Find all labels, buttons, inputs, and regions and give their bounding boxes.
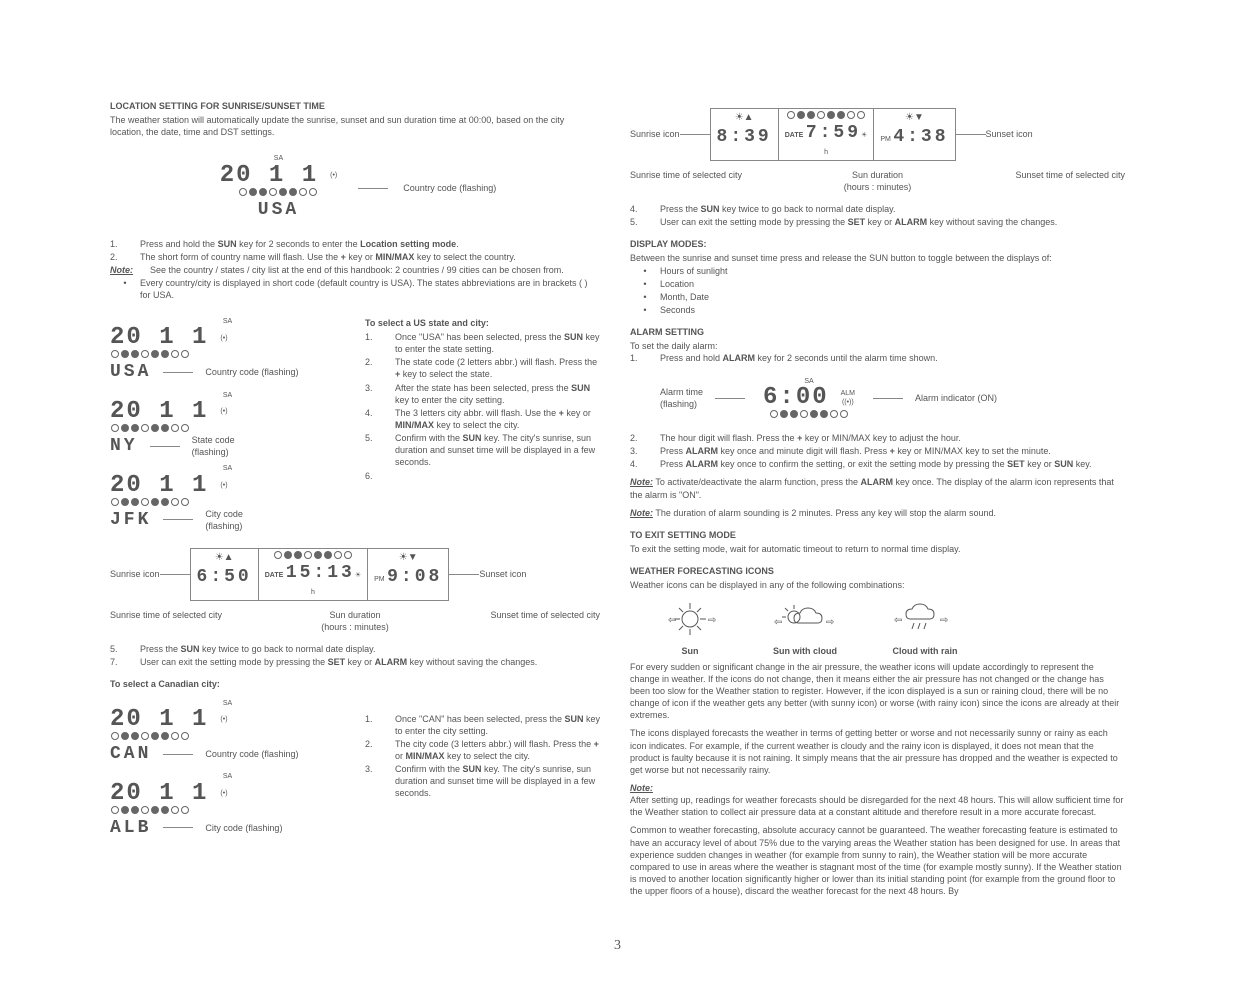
page-content: LOCATION SETTING FOR SUNRISE/SUNSET TIME… <box>110 100 1125 907</box>
alarm-heading: ALARM SETTING <box>630 326 1125 338</box>
svg-text:⇦: ⇦ <box>774 617 782 628</box>
fig-usa-main: SA 20 1 1 (•) USA Country code (flashing… <box>110 148 600 228</box>
sun-icon: ⇦⇨ <box>660 599 720 639</box>
moon-phase-icons <box>220 188 338 198</box>
location-heading: LOCATION SETTING FOR SUNRISE/SUNSET TIME <box>110 100 600 112</box>
wx-heading: WEATHER FORECASTING ICONS <box>630 565 1125 577</box>
display-modes-heading: DISPLAY MODES: <box>630 238 1125 250</box>
svg-text:⇦: ⇦ <box>894 615 902 626</box>
right-column: Sunrise icon ☀▲8:39 DATE 7:59☀h ☀▼PM 4:3… <box>630 100 1125 907</box>
svg-text:⇦: ⇦ <box>668 615 676 626</box>
us-steps: 1.Once "USA" has been selected, press th… <box>365 331 600 482</box>
location-intro: The weather station will automatically u… <box>110 114 600 138</box>
steps-after-sun: 5.Press the SUN key twice to go back to … <box>110 643 600 668</box>
steps-c: 4.Press the SUN key twice to go back to … <box>630 203 1125 228</box>
can-steps: 1.Once "CAN" has been selected, press th… <box>365 713 600 800</box>
cloud-rain-icon: ⇦⇨ <box>890 599 960 639</box>
fig-stack-can: SA 20 1 1(•) CANCountry code (flashing) … <box>110 693 345 846</box>
fig-stack-us: SA 20 1 1(•) USACountry code (flashing) … <box>110 311 345 538</box>
location-steps-a: 1.Press and hold the SUN key for 2 secon… <box>110 238 600 263</box>
left-column: LOCATION SETTING FOR SUNRISE/SUNSET TIME… <box>110 100 600 907</box>
alarm-fig: Alarm time (flashing) SA 6:00 ALM ((•)) … <box>660 371 1125 426</box>
svg-text:⇨: ⇨ <box>708 615 716 626</box>
sunrise-sunset-fig-left: Sunrise icon ☀▲6:50 DATE 15:13☀h ☀▼PM 9:… <box>110 548 600 633</box>
svg-text:⇨: ⇨ <box>826 617 834 628</box>
weather-icons-row: ⇦⇨ Sun ⇦⇨ Sun with cloud ⇦⇨ Cloud with r… <box>660 599 1125 656</box>
sun-cloud-icon: ⇦⇨ <box>770 599 840 639</box>
page-number: 3 <box>110 937 1125 956</box>
svg-text:⇨: ⇨ <box>940 615 948 626</box>
sunrise-sunset-fig-right: Sunrise icon ☀▲8:39 DATE 7:59☀h ☀▼PM 4:3… <box>630 108 1125 193</box>
alarm-steps-2: 2.The hour digit will flash. Press the +… <box>630 432 1125 470</box>
display-modes-list: Hours of sunlight Location Month, Date S… <box>630 265 1125 317</box>
exit-heading: TO EXIT SETTING MODE <box>630 529 1125 541</box>
